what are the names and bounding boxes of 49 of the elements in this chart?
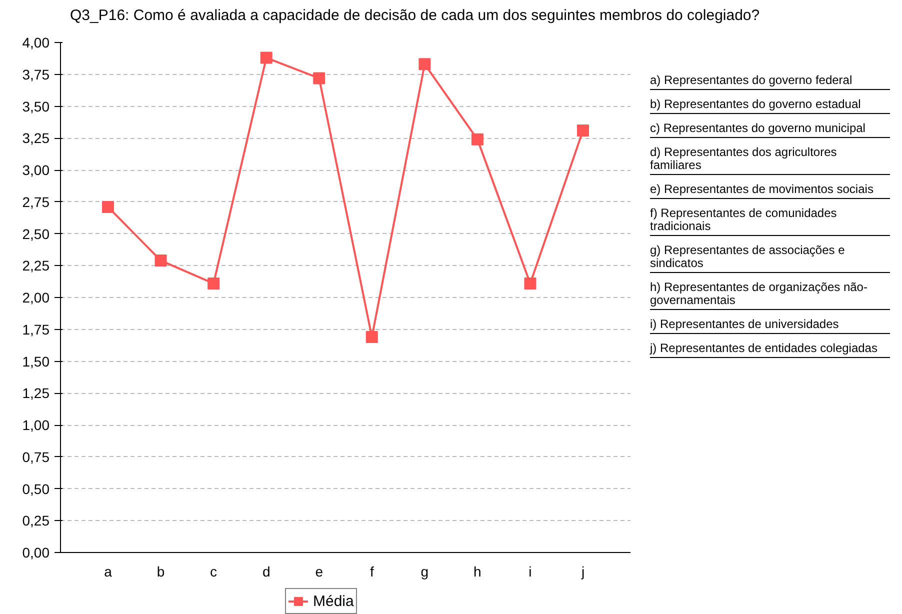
y-tick-label: 2,00 <box>22 290 50 306</box>
y-tick-label: 1,25 <box>22 385 50 402</box>
point <box>313 72 326 84</box>
y-tick-label: 3,75 <box>22 66 50 82</box>
y-tick-label: 0,25 <box>22 512 50 529</box>
y-tick-label: 1,50 <box>22 353 50 370</box>
text: c) Representantes do governo municipal <box>650 120 890 138</box>
y-tick-label: 2,50 <box>22 226 50 242</box>
y-tick-label: 0,75 <box>22 448 50 465</box>
point <box>208 277 220 290</box>
point <box>524 277 536 290</box>
y-tick-label: 2,75 <box>22 194 50 210</box>
legend-label: Média <box>313 592 354 610</box>
text: i) Representantes de universidades <box>650 316 890 334</box>
x-tick-label: b <box>156 564 165 580</box>
y-tick-label: 1,75 <box>22 321 50 338</box>
chart-title: Q3_P16: Como é avaliada a capacidade de decisão de cada um dos seguintes membros do colegiado? <box>70 6 760 26</box>
text: a) Representantes do governo federal <box>650 72 890 90</box>
x-tick-label: j <box>580 564 585 580</box>
y-tick-label: 0,50 <box>22 480 50 497</box>
text: j) Representantes de entidades colegiadas <box>650 340 890 358</box>
y-tick-label: 2,25 <box>22 258 50 274</box>
y-tick-label: 3,50 <box>22 98 50 114</box>
x-tick-label: e <box>315 564 324 580</box>
point <box>366 331 378 344</box>
y-tick-label: 1,00 <box>22 417 50 433</box>
x-tick-label: h <box>474 564 482 580</box>
point <box>577 124 589 136</box>
x-tick-label: g <box>420 564 429 580</box>
text: h) Representantes de organizações não-governamentais <box>650 279 890 310</box>
point <box>260 52 272 64</box>
text: b) Representantes do governo estadual <box>650 96 890 114</box>
text: f) Representantes de comunidades tradicionais <box>650 205 890 236</box>
x-tick-label: c <box>210 564 218 580</box>
x-tick-label: f <box>370 564 374 580</box>
point <box>154 254 167 267</box>
text: d) Representantes dos agricultores familiares <box>650 144 890 175</box>
point <box>418 58 431 70</box>
x-tick-label: d <box>262 564 270 580</box>
point <box>471 133 484 146</box>
text: e) Representantes de movimentos sociais <box>650 181 890 199</box>
y-tick-label: 4,00 <box>22 34 50 50</box>
y-tick-label: 3,00 <box>22 162 50 178</box>
y-tick-label: 3,25 <box>22 130 50 146</box>
x-tick-label: i <box>528 564 532 580</box>
x-tick-label: a <box>104 564 112 580</box>
text: g) Representantes de associações e sindicatos <box>650 242 890 273</box>
point <box>102 200 114 213</box>
y-tick-label: 0,00 <box>22 544 50 560</box>
